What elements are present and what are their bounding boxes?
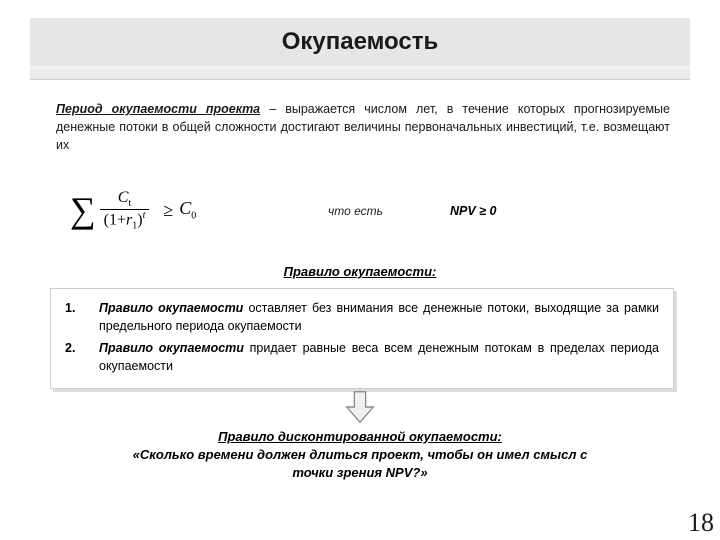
numerator: Ct	[114, 189, 135, 209]
rules-box: 1. Правило окупаемости оставляет без вни…	[50, 288, 674, 389]
rule-number: 1.	[65, 299, 99, 335]
rule-title: Правило окупаемости:	[0, 264, 720, 279]
npv-label: NPV ≥ 0	[450, 204, 496, 218]
slide-title: Окупаемость	[282, 28, 439, 56]
discounted-title: Правило дисконтированной окупаемости:	[120, 428, 600, 446]
rule-item: 2. Правило окупаемости придает равные ве…	[65, 339, 659, 375]
fraction: Ct (1+r1)t	[100, 189, 150, 232]
title-underbar	[30, 66, 690, 80]
arrow-down	[0, 388, 720, 426]
rule-lead: Правило окупаемости	[99, 301, 243, 315]
intro-paragraph: Период окупаемости проекта – выражается …	[56, 100, 670, 154]
page-number: 18	[688, 508, 714, 538]
rhs: C0	[179, 198, 196, 222]
rule-number: 2.	[65, 339, 99, 375]
rule-lead: Правило окупаемости	[99, 341, 244, 355]
discounted-rule: Правило дисконтированной окупаемости: «С…	[120, 428, 600, 483]
arrow-down-icon	[341, 388, 379, 426]
geq-symbol: ≥	[163, 200, 173, 221]
sigma-symbol: ∑	[70, 192, 96, 228]
discounted-quote: «Сколько времени должен длиться проект, …	[120, 446, 600, 482]
that-is-label: что есть	[328, 204, 383, 218]
denominator: (1+r1)t	[100, 210, 150, 232]
title-bar: Окупаемость	[30, 18, 690, 66]
intro-lead: Период окупаемости проекта	[56, 102, 260, 116]
rule-item: 1. Правило окупаемости оставляет без вни…	[65, 299, 659, 335]
